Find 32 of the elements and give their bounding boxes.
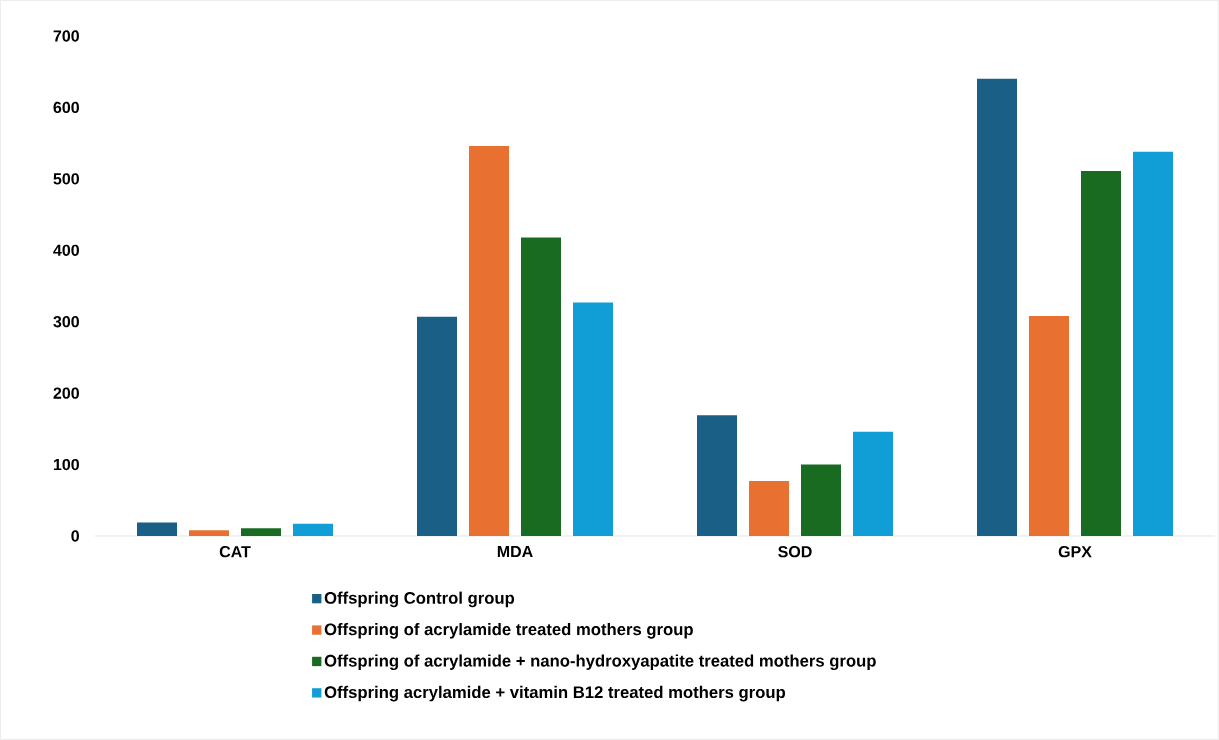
bar <box>573 302 614 536</box>
bar <box>697 415 738 536</box>
x-tick-label: MDA <box>497 546 533 558</box>
legend-label: Offspring Control group <box>324 591 515 608</box>
bar <box>293 523 334 536</box>
bar <box>749 481 790 536</box>
x-tick-label: CAT <box>219 546 251 558</box>
y-tick-label: 400 <box>53 244 79 256</box>
legend-label: Offspring of acrylamide treated mothers group <box>324 623 693 639</box>
bar <box>801 464 842 536</box>
x-tick-label: SOD <box>778 546 812 558</box>
bar <box>1029 316 1070 536</box>
bar <box>1081 171 1122 536</box>
y-tick-label: 600 <box>53 101 79 114</box>
y-tick-label: 700 <box>53 30 79 42</box>
y-tick-label: 0 <box>71 530 79 542</box>
bar <box>417 316 458 536</box>
y-tick-label: 200 <box>53 387 79 399</box>
bar <box>241 528 282 536</box>
bar <box>853 431 894 536</box>
bar <box>1133 151 1174 536</box>
y-tick-label: 500 <box>53 173 79 185</box>
bar <box>189 530 230 536</box>
x-tick-label: GPX <box>1058 546 1092 558</box>
bar <box>137 522 178 536</box>
y-tick-label: 300 <box>53 316 79 328</box>
bar <box>521 237 562 536</box>
legend-label: Offspring of acrylamide + nano-hydroxyapatite treated mothers group <box>324 654 876 671</box>
legend-label: Offspring acrylamide + vitamin B12 treated mothers group <box>324 685 786 702</box>
bar <box>977 78 1018 536</box>
y-tick-label: 100 <box>53 458 79 471</box>
bar <box>469 146 510 536</box>
